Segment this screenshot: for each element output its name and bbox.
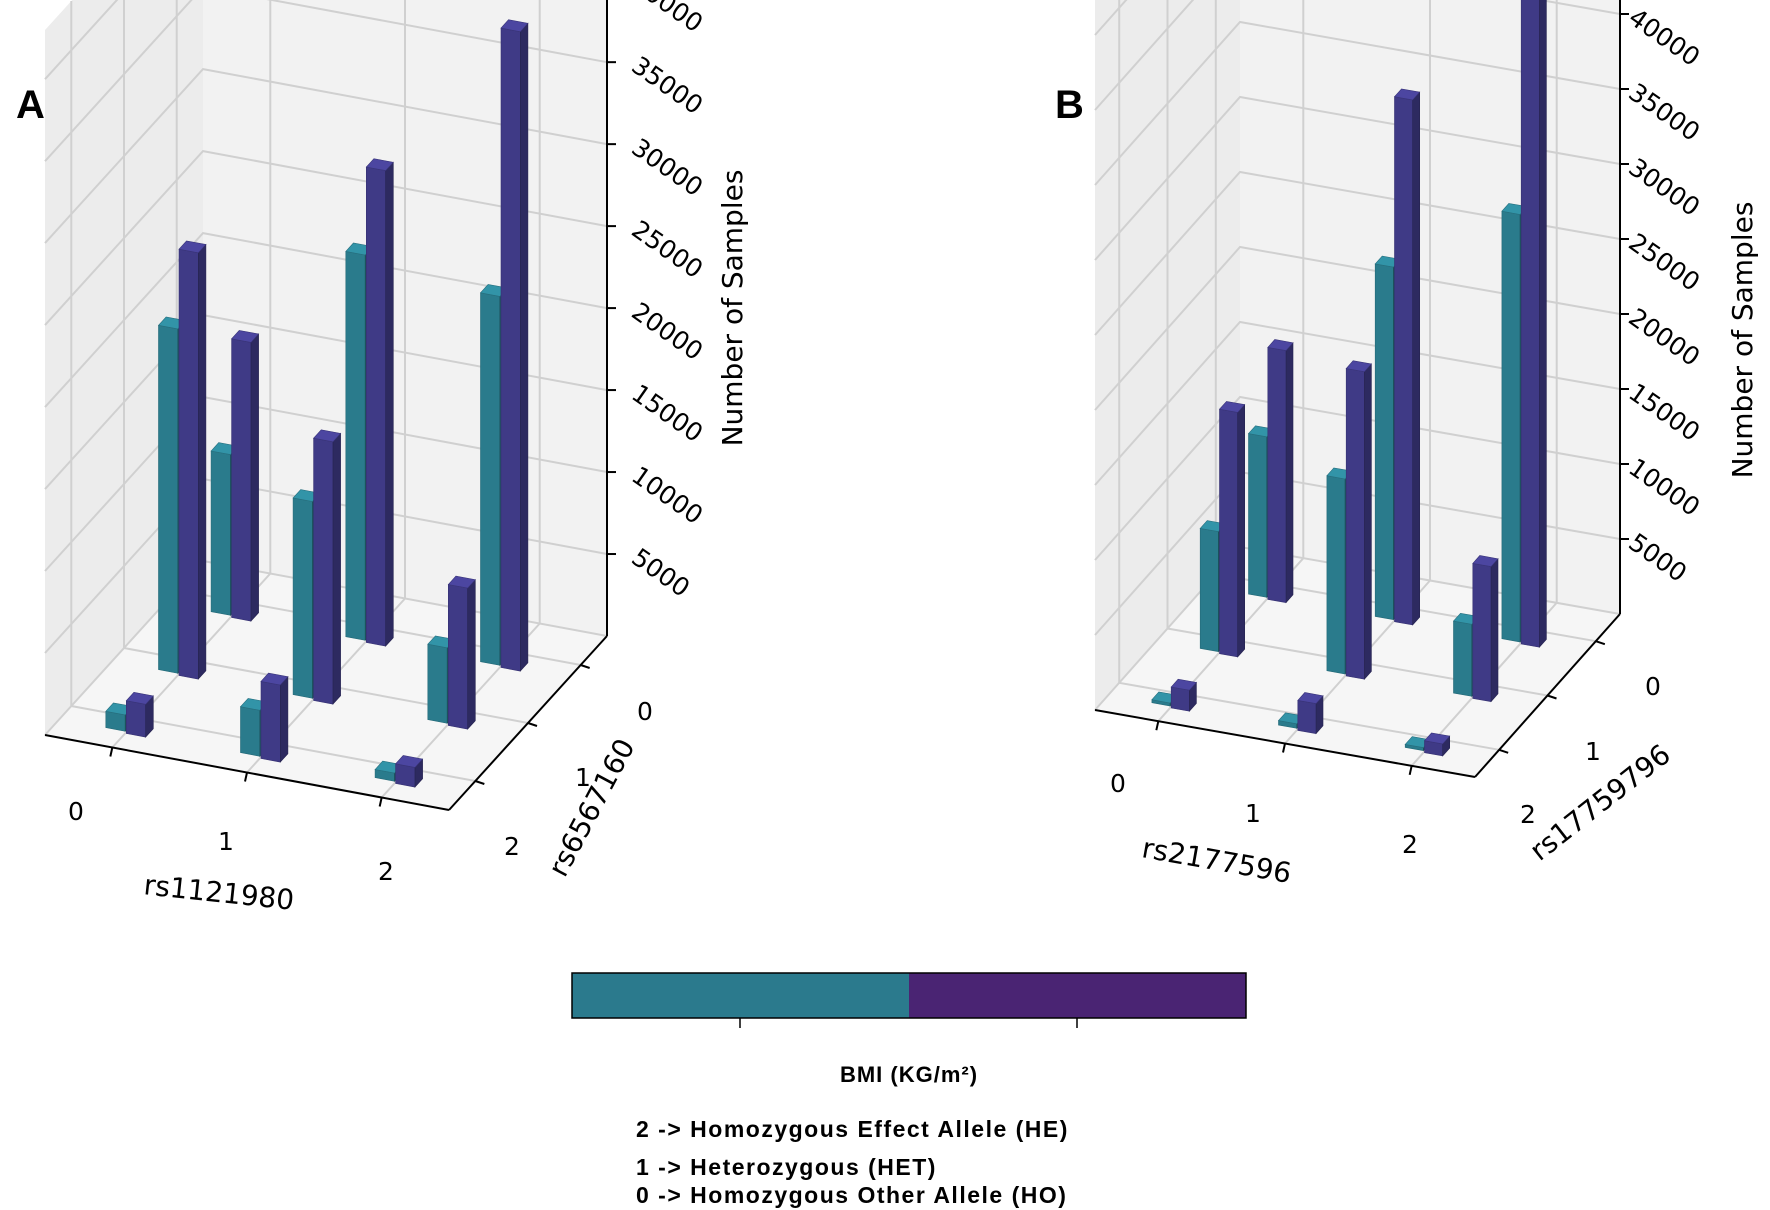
panel-a-z-tick-label-0: 5000 [626, 543, 695, 603]
panel-b-z-tick-label-1: 10000 [1623, 453, 1705, 522]
panel-b-bar-0-2-s1 [1520, 0, 1547, 648]
panel-a-y-tick-label-0: 0 [637, 697, 653, 726]
panel-a-bar-0-2-s1 [500, 19, 529, 672]
panel-b-z-tick-label-0: 5000 [1623, 528, 1692, 588]
panel-b-bar-2-0-s1 [1170, 678, 1197, 712]
genotype-legend: 2 -> Homozygous Effect Allele (HE) 1 -> … [636, 1116, 1069, 1208]
panel-b-x-tick-label-1: 1 [1245, 799, 1261, 828]
panel-a-bar-2-0-s1 [125, 691, 154, 738]
panel-b-z-axis-label: Number of Samples [1726, 202, 1759, 479]
panel-b-grid-z-6 [1094, 95, 1621, 261]
panel-a-y-axis-label: rs6567160 [542, 733, 642, 882]
panel-b-y-tick-mark-1 [1547, 694, 1557, 700]
panel-a-grid-x-1 [246, 0, 406, 774]
panel-a-x-axis-label: rs1121980 [142, 868, 295, 917]
panel-b-z-tick-label-4: 25000 [1623, 228, 1705, 297]
panel-a-z-tick-label-4: 25000 [626, 215, 708, 284]
legend-line-het: 1 -> Heterozygous (HET) [636, 1154, 937, 1180]
panel-a-grid-z-8 [44, 0, 119, 80]
colorbar-segment-1 [909, 973, 1246, 1018]
panel-b-bar-0-1-s1 [1393, 88, 1421, 626]
panel-a-z-axis-label: Number of Samples [716, 170, 749, 447]
panel-b-bar-0-0-s1 [1267, 339, 1294, 604]
panel-b-grid-z-3 [1094, 320, 1621, 486]
panel-a-z-tick-label-1: 10000 [626, 461, 708, 530]
panel-a-z-tick-label-3: 20000 [626, 297, 708, 366]
panel-a-bar-1-2-s1 [447, 575, 476, 730]
panel-a-bar-0-0-s1 [231, 330, 260, 622]
panel-a-grid-x-0 [111, 0, 272, 749]
panel-b-grid-z-8 [1094, 0, 1621, 111]
panel-a-grid-z-7 [44, 0, 608, 162]
panel-b-z-tick-label-2: 15000 [1623, 378, 1705, 447]
panel-b-bar-2-1-s1 [1297, 692, 1324, 735]
panel-b-bar-2-2-s1 [1423, 732, 1451, 757]
panel-b-z-tick-label-7: 40000 [1623, 3, 1705, 72]
panel-b-letter: B [1055, 83, 1084, 127]
panel-a-grid-z-5 [44, 150, 608, 326]
panel-b-grid-x-1 [1284, 0, 1431, 745]
panel-b-grid-x-0 [1157, 0, 1305, 722]
legend-line-he: 2 -> Homozygous Effect Allele (HE) [636, 1116, 1069, 1142]
panel-b-y-tick-label-0: 0 [1645, 672, 1661, 701]
panel-a-grid-z-6 [44, 68, 608, 244]
panel-a-y-tick-label-2: 2 [504, 832, 520, 861]
panel-b-y-tick-label-2: 2 [1520, 800, 1536, 829]
panel-a-x-tick-label-1: 1 [218, 827, 234, 856]
panel-b-grid-z-2 [1094, 395, 1621, 561]
panel-b-bar-1-1-s1 [1345, 360, 1372, 680]
panel-b-grid-y-0 [1118, 0, 1500, 751]
panel-a-x-tick-label-2: 2 [378, 857, 394, 886]
panel-a-z-tick-label-2: 15000 [626, 379, 708, 448]
panel-b-x-tick-mark-2 [1408, 765, 1413, 776]
panel-b-bar-1-2-s1 [1472, 555, 1499, 703]
panel-a-z-tick-label-5: 30000 [626, 133, 708, 202]
panel-a-bar-2-2-s1 [395, 755, 424, 788]
panel-a-grid-y-1 [123, 0, 529, 724]
panel-a-z-tick-label-6: 35000 [626, 51, 708, 120]
panel-a-grid-y-0 [70, 1, 476, 782]
panel-a-bar-1-0-s1 [178, 240, 207, 680]
legend-line-ho: 0 -> Homozygous Other Allele (HO) [636, 1182, 1067, 1208]
colorbar-title: BMI (KG/m²) [840, 1062, 978, 1087]
panel-a-letter: A [16, 83, 45, 127]
panel-b-grid-z-4 [1094, 245, 1621, 411]
panel-b-y-tick-label-1: 1 [1585, 737, 1601, 766]
panel-b-grid-z-7 [1094, 20, 1621, 186]
panel-a-z-tick-label-7: 40000 [626, 0, 708, 38]
panel-a-x-tick-mark-0 [109, 747, 114, 757]
panel-b-x-axis-label: rs2177596 [1140, 831, 1294, 890]
panel-a-chart: 0120125000100001500020000250003000035000… [16, 0, 749, 917]
panel-b-x-tick-label-2: 2 [1402, 830, 1418, 859]
panel-b-chart: 0120125000100001500020000250003000035000… [1055, 0, 1759, 890]
panel-a-bar-2-1-s1 [260, 672, 289, 763]
panel-b-z-tick-label-6: 35000 [1623, 78, 1705, 147]
panel-a-grid-z-4 [44, 232, 608, 408]
panel-a-y-tick-mark-0 [475, 780, 485, 785]
panel-b-grid-x-2 [1410, 0, 1558, 767]
panel-a-y-tick-label-1: 1 [575, 763, 591, 792]
panel-b-y-tick-mark-2 [1595, 640, 1606, 646]
panel-a-grid-x-2 [380, 0, 541, 799]
colorbar-segment-0 [572, 973, 909, 1018]
panel-b-bar-1-0-s1 [1218, 401, 1246, 658]
panel-a-x-tick-mark-1 [244, 772, 248, 782]
panel-a-y-tick-mark-1 [527, 722, 538, 727]
panel-a-x-tick-label-0: 0 [68, 797, 84, 826]
panel-b-x-tick-mark-1 [1282, 743, 1286, 753]
panel-a-x-tick-mark-2 [378, 797, 383, 807]
colorbar: BMI (KG/m²) [571, 972, 1247, 1087]
panel-b-grid-y-1 [1166, 0, 1548, 697]
panel-b-z-tick-label-3: 20000 [1623, 303, 1705, 372]
panel-a-bar-0-1-s1 [365, 158, 394, 647]
panel-b-x-tick-mark-0 [1155, 720, 1160, 731]
panel-b-z-tick-label-5: 30000 [1623, 153, 1705, 222]
panel-b-grid-z-5 [1094, 170, 1621, 336]
panel-b-y-tick-mark-0 [1498, 748, 1509, 754]
panel-a-y-tick-mark-2 [580, 664, 590, 669]
colorbar-frame [571, 972, 1247, 1019]
panel-a-bar-1-1-s1 [313, 429, 342, 705]
panel-b-x-tick-label-0: 0 [1110, 769, 1126, 798]
